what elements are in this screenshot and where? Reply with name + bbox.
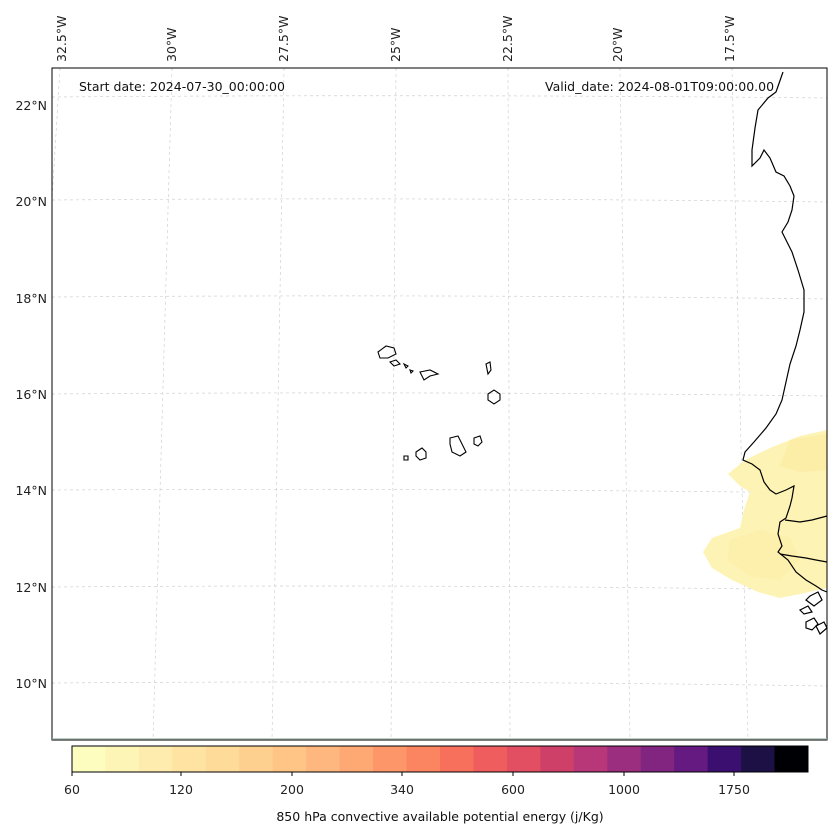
colorbar-segment xyxy=(239,746,274,772)
colorbar-segment xyxy=(640,746,675,772)
valid-date-label: Valid_date: 2024-08-01T09:00:00.00 xyxy=(545,79,775,94)
colorbar-segment xyxy=(506,746,541,772)
colorbar-tick-1000: 1000 xyxy=(608,782,640,797)
lon-label-25w: 25°W xyxy=(388,27,403,62)
lon-label-20w: 20°W xyxy=(610,27,625,62)
map-frame xyxy=(51,67,828,741)
colorbar-segment xyxy=(774,746,809,772)
colorbar-tick-60: 60 xyxy=(64,782,80,797)
colorbar-segment xyxy=(105,746,140,772)
coastline xyxy=(742,71,828,635)
lon-label-17-5w: 17.5°W xyxy=(722,15,737,62)
lat-label-18n: 18°N xyxy=(15,291,47,306)
colorbar-segment xyxy=(406,746,441,772)
cabo-verde-islands xyxy=(377,345,501,461)
colorbar-segment xyxy=(473,746,508,772)
colorbar-segment xyxy=(707,746,742,772)
lat-label-12n: 12°N xyxy=(15,580,47,595)
colorbar xyxy=(72,746,809,772)
colorbar-segment xyxy=(373,746,408,772)
lat-label-14n: 14°N xyxy=(15,483,47,498)
lon-label-22-5w: 22.5°W xyxy=(500,15,515,62)
colorbar-segment xyxy=(440,746,474,772)
colorbar-segment xyxy=(172,746,207,772)
start-date-label: Start date: 2024-07-30_00:00:00 xyxy=(79,79,285,94)
colorbar-segment xyxy=(339,746,374,772)
colorbar-tick-120: 120 xyxy=(169,782,193,797)
gridlines xyxy=(51,67,828,741)
colorbar-segment xyxy=(573,746,608,772)
colorbar-segment xyxy=(306,746,341,772)
colorbar-tick-340: 340 xyxy=(390,782,414,797)
lon-label-30w: 30°W xyxy=(164,27,179,62)
lat-label-20n: 20°N xyxy=(15,194,47,209)
colorbar-border xyxy=(71,745,809,773)
colorbar-segment xyxy=(205,746,240,772)
lon-label-32-5w: 32.5°W xyxy=(54,15,69,62)
colorbar-segment xyxy=(272,746,307,772)
map-frame-bg xyxy=(52,68,827,740)
colorbar-segment xyxy=(674,746,709,772)
colorbar-segment xyxy=(138,746,173,772)
lat-label-16n: 16°N xyxy=(15,387,47,402)
colorbar-segment xyxy=(540,746,575,772)
colorbar-ticks xyxy=(71,772,735,776)
lat-label-10n: 10°N xyxy=(15,676,47,691)
lon-label-27-5w: 27.5°W xyxy=(276,15,291,62)
colorbar-label: 850 hPa convective available potential e… xyxy=(276,809,604,824)
colorbar-segment xyxy=(741,746,776,772)
colorbar-tick-600: 600 xyxy=(501,782,525,797)
colorbar-segment xyxy=(72,746,106,772)
colorbar-segment xyxy=(607,746,642,772)
colorbar-tick-200: 200 xyxy=(280,782,304,797)
colorbar-tick-1750: 1750 xyxy=(718,782,750,797)
lat-label-22n: 22°N xyxy=(15,98,47,113)
